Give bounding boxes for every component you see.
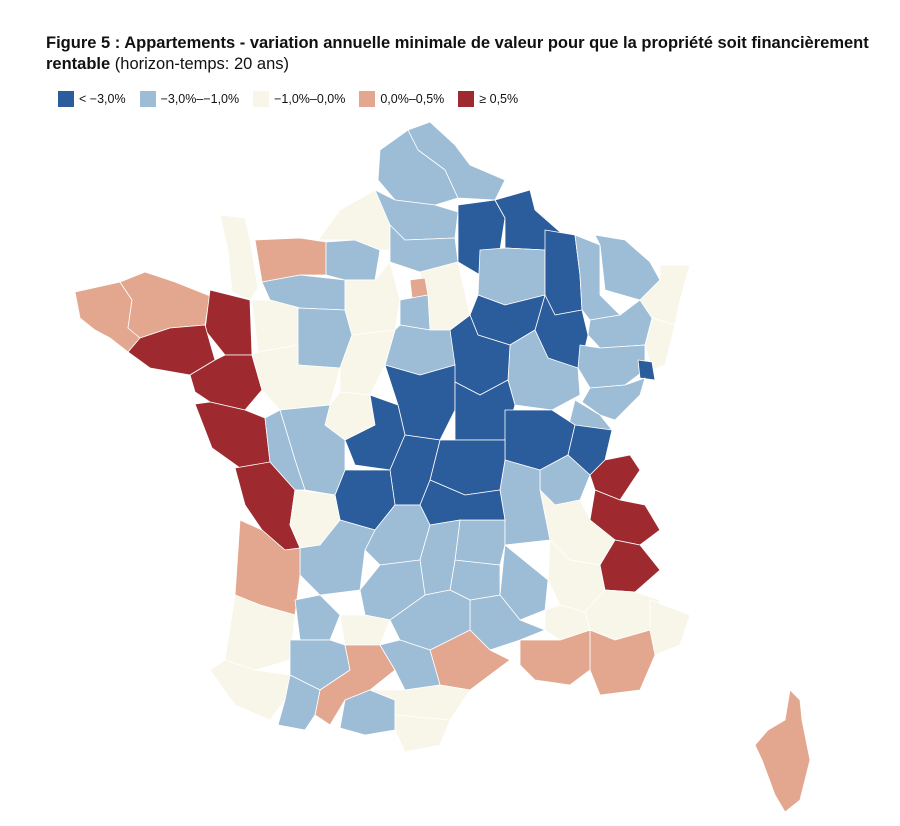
dept-deux-sevres[interactable]	[264, 409, 306, 491]
legend-swatch	[359, 91, 376, 107]
dept-indre[interactable]	[344, 394, 406, 471]
dept-paris[interactable]	[409, 277, 429, 299]
dept-ardeche[interactable]	[499, 544, 549, 621]
dept-var[interactable]	[589, 629, 656, 696]
legend-item-lt-m3: < −3,0%	[58, 91, 126, 107]
dept-marne[interactable]	[477, 247, 546, 306]
dept-ille-et-vilaine[interactable]	[204, 289, 253, 356]
dept-lot-et-garonne[interactable]	[294, 594, 341, 641]
legend-label: −3,0%–−1,0%	[160, 92, 240, 106]
legend-label: −1,0%–0,0%	[274, 92, 346, 106]
dept-aude[interactable]	[369, 684, 471, 721]
dept-hautes-pyrenees[interactable]	[277, 674, 321, 731]
dept-calvados[interactable]	[254, 237, 327, 283]
dept-haute-saone[interactable]	[577, 344, 646, 389]
legend-swatch	[253, 91, 270, 107]
figure-title: Figure 5 : Appartements - variation annu…	[46, 33, 876, 75]
dept-essonne[interactable]	[399, 294, 431, 331]
dept-dordogne[interactable]	[299, 519, 376, 596]
dept-doubs[interactable]	[581, 377, 646, 421]
legend-swatch	[139, 91, 156, 107]
dept-pyrenees-atlantiques[interactable]	[209, 659, 291, 721]
dept-pyrenees-orientales[interactable]	[394, 714, 451, 753]
dept-alpes-maritimes[interactable]	[649, 599, 691, 656]
dept-bouches-du-rhone[interactable]	[519, 629, 591, 686]
dept-corse[interactable]	[754, 689, 811, 813]
legend-label: < −3,0%	[79, 92, 126, 106]
legend-item-m1-0: −1,0%–0,0%	[253, 91, 345, 107]
legend-item-0-05: 0,0%–0,5%	[359, 91, 444, 107]
legend-swatch	[458, 91, 475, 107]
dept-vendee[interactable]	[194, 401, 271, 469]
figure-title-main: Figure 5 : Appartements - variation annu…	[46, 34, 869, 73]
figure-title-suffix: (horizon-temps: 20 ans)	[110, 55, 290, 73]
dept-morbihan[interactable]	[127, 324, 216, 376]
legend-label: 0,0%–0,5%	[380, 92, 445, 106]
dept-tarn-et-garonne[interactable]	[339, 614, 391, 646]
dept-loiret[interactable]	[384, 324, 456, 376]
legend-swatch	[58, 91, 74, 107]
dept-mayenne[interactable]	[251, 299, 301, 353]
dept-haute-loire[interactable]	[454, 519, 506, 566]
dept-manche[interactable]	[219, 214, 259, 301]
dept-pas-de-calais[interactable]	[377, 129, 459, 206]
legend: < −3,0% −3,0%–−1,0% −1,0%–0,0% 0,0%–0,5%…	[58, 91, 532, 107]
legend-label: ≥ 0,5%	[479, 92, 519, 106]
legend-item-ge-05: ≥ 0,5%	[458, 91, 518, 107]
dept-vosges[interactable]	[587, 299, 653, 349]
dept-eure-et-loir[interactable]	[344, 261, 401, 336]
dept-territoire-de-belfort[interactable]	[637, 359, 656, 381]
legend-item-m3-m1: −3,0%–−1,0%	[139, 91, 240, 107]
